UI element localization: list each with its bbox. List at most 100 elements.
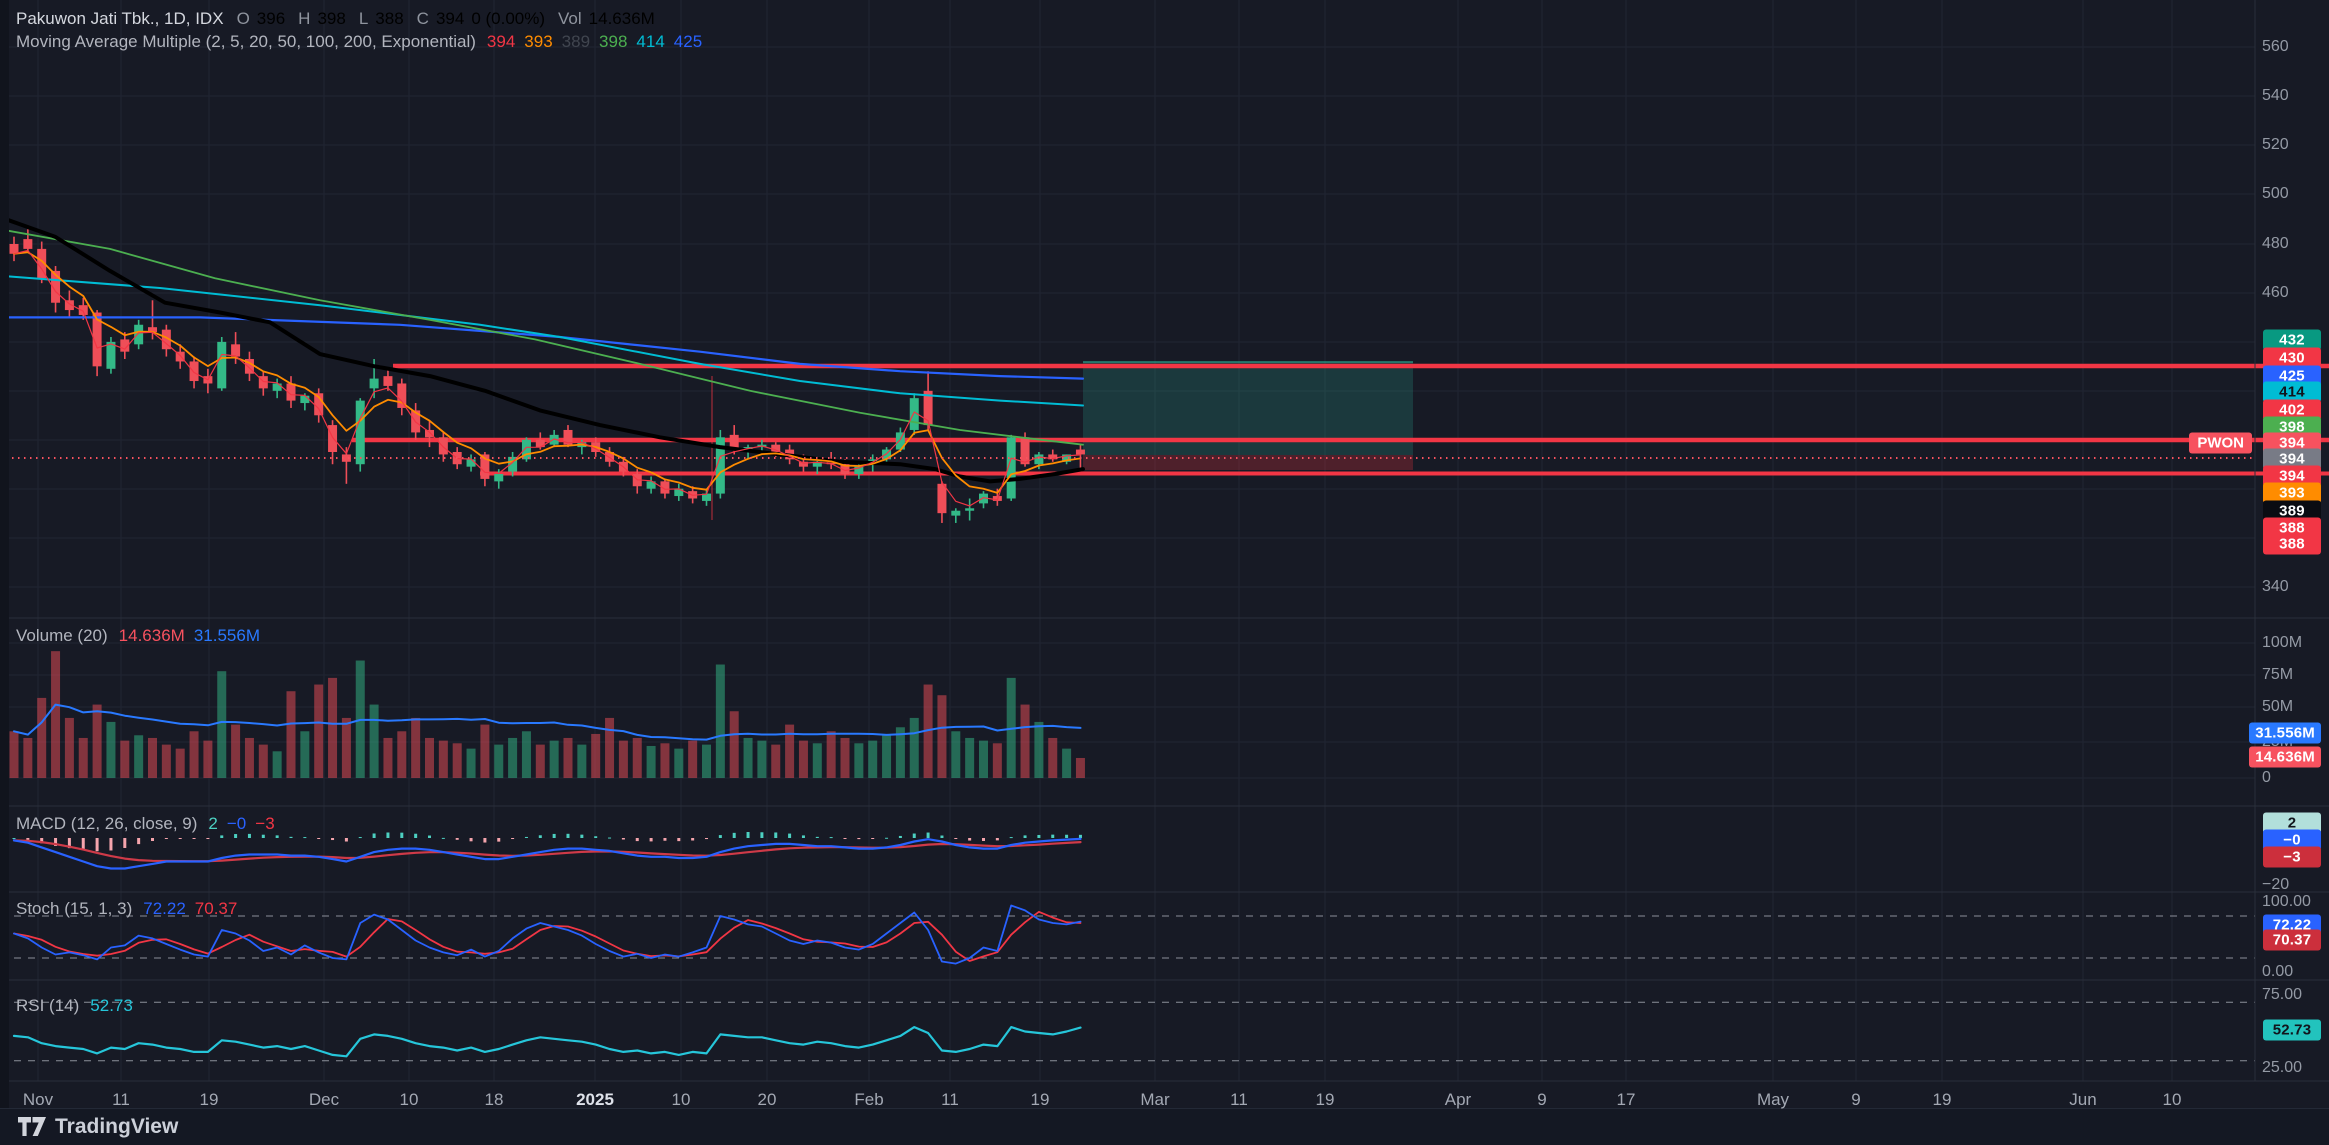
price-axis-tick: 0: [2262, 769, 2271, 786]
time-axis-tick: Apr: [1444, 1090, 1472, 1109]
price-axis-label: 52.73: [2263, 1019, 2321, 1041]
volume-indicator-title[interactable]: Volume (20): [16, 626, 108, 645]
price-axis-tick: 25.00: [2262, 1059, 2303, 1076]
price-axis-tick: 480: [2262, 235, 2289, 252]
legend-value: 394: [486, 32, 516, 51]
price-axis-label: 425: [2263, 365, 2321, 387]
price-axis-tick: 100.00: [2262, 893, 2311, 910]
price-axis-tick: 460: [2262, 284, 2289, 301]
time-axis-tick: Dec: [308, 1090, 340, 1109]
legend-value: 389: [561, 32, 591, 51]
price-axis-tick: 560: [2262, 38, 2289, 55]
legend-value: 398: [599, 32, 628, 51]
time-axis-tick: May: [1756, 1090, 1790, 1109]
time-axis-tick: Jun: [2069, 1090, 2097, 1109]
close-label: C: [416, 9, 429, 28]
change-value: 0 (0.00%): [471, 9, 546, 28]
price-axis-label: 388: [2263, 533, 2321, 555]
price-axis-tick: 520: [2262, 136, 2289, 153]
rsi-values: 52.73: [90, 996, 133, 1016]
tradingview-logo[interactable]: TradingView: [18, 1115, 178, 1139]
price-axis-label: 393: [2263, 482, 2321, 504]
price-axis-label: 14.636M: [2249, 746, 2321, 768]
time-axis-tick: 9: [1537, 1090, 1547, 1109]
symbol-title[interactable]: Pakuwon Jati Tbk., 1D, IDX: [16, 9, 224, 28]
time-axis-tick: 19: [1030, 1090, 1050, 1109]
stoch-indicator-title[interactable]: Stoch (15, 1, 3): [16, 899, 133, 918]
price-axis-label: 402: [2263, 399, 2321, 421]
price-axis-label: 70.37: [2263, 929, 2321, 951]
volume-values: 14.636M 31.556M: [119, 626, 260, 646]
time-axis-tick: 10: [671, 1090, 691, 1109]
price-axis-tick: 340: [2262, 578, 2289, 595]
rsi-indicator-title[interactable]: RSI (14): [16, 996, 80, 1015]
price-axis-tick: 100M: [2262, 634, 2303, 651]
time-axis-tick: 17: [1616, 1090, 1636, 1109]
symbol-price-tag: PWON: [2189, 432, 2252, 454]
price-axis-tick: 540: [2262, 87, 2289, 104]
price-axis-label: 389: [2263, 500, 2321, 522]
volume-value: 14.636M: [588, 9, 655, 28]
high-label: H: [298, 9, 311, 28]
time-axis-tick: Nov: [22, 1090, 54, 1109]
macd-legend-row[interactable]: MACD (12, 26, close, 9) 2 −0 −3: [16, 814, 275, 834]
price-axis-tick: 75M: [2262, 666, 2294, 683]
price-axis-label: 394: [2263, 465, 2321, 487]
legend-value: −3: [255, 814, 275, 833]
price-axis-label: 31.556M: [2249, 722, 2321, 744]
legend-value: 425: [673, 32, 703, 51]
high-value: 398: [317, 9, 346, 28]
low-value: 388: [375, 9, 404, 28]
price-axis-label: −3: [2263, 846, 2321, 868]
stoch-legend-row[interactable]: Stoch (15, 1, 3) 72.22 70.37: [16, 899, 237, 919]
price-axis-tick: 0.00: [2262, 963, 2294, 980]
time-axis-tick: 10: [399, 1090, 419, 1109]
tradingview-logo-text: TradingView: [55, 1115, 179, 1138]
price-axis-label: 432: [2263, 329, 2321, 351]
time-axis-tick: Mar: [1140, 1090, 1170, 1109]
volume-label: Vol: [558, 9, 582, 28]
price-axis-label: 430: [2263, 347, 2321, 369]
tradingview-logo-icon: [18, 1117, 46, 1136]
left-edge-strip: [0, 0, 9, 1108]
price-axis-label: 394: [2263, 448, 2321, 470]
ma-indicator-legend-row[interactable]: Moving Average Multiple (2, 5, 20, 50, 1…: [16, 32, 702, 52]
time-axis-tick: 11: [941, 1090, 959, 1109]
legend-value: 14.636M: [118, 626, 185, 645]
time-axis-tick: 19: [1932, 1090, 1952, 1109]
time-axis-tick: 10: [2162, 1090, 2182, 1109]
price-axis-label: 414: [2263, 381, 2321, 403]
symbol-legend-row[interactable]: Pakuwon Jati Tbk., 1D, IDX O 396 H 398 L…: [16, 9, 655, 29]
time-axis-tick: 11: [1230, 1090, 1248, 1109]
legend-value: 414: [636, 32, 665, 51]
legend-value: 72.22: [143, 899, 186, 918]
bottom-toolbar: [0, 1108, 2329, 1145]
time-axis-tick: 19: [1315, 1090, 1335, 1109]
legend-value: −0: [226, 814, 247, 833]
price-axis-tick: 75.00: [2262, 986, 2303, 1003]
time-axis-tick: 2025: [576, 1090, 614, 1109]
price-axis-label: 394: [2263, 432, 2321, 454]
price-axis-tick: −20: [2262, 876, 2290, 893]
price-axis-label: 398: [2263, 416, 2321, 438]
legend-value: 70.37: [194, 899, 238, 918]
ma-indicator-title[interactable]: Moving Average Multiple (2, 5, 20, 50, 1…: [16, 32, 476, 51]
macd-indicator-title[interactable]: MACD (12, 26, close, 9): [16, 814, 198, 833]
volume-legend-row[interactable]: Volume (20) 14.636M 31.556M: [16, 626, 260, 646]
time-axis-tick: 18: [484, 1090, 504, 1109]
low-label: L: [358, 9, 369, 28]
stoch-values: 72.22 70.37: [143, 899, 237, 919]
rsi-legend-row[interactable]: RSI (14) 52.73: [16, 996, 133, 1016]
ma-values: 394 393 389 398 414 425: [487, 32, 702, 52]
legend-value: 2: [208, 814, 218, 833]
time-axis-tick: Feb: [854, 1090, 884, 1109]
time-axis-tick: 9: [1851, 1090, 1861, 1109]
price-axis-tick: 50M: [2262, 698, 2294, 715]
open-label: O: [236, 9, 250, 28]
time-axis-tick: 20: [757, 1090, 777, 1109]
price-axis-label: 388: [2263, 517, 2321, 539]
legend-value: 31.556M: [193, 626, 261, 645]
close-value: 394: [435, 9, 465, 28]
